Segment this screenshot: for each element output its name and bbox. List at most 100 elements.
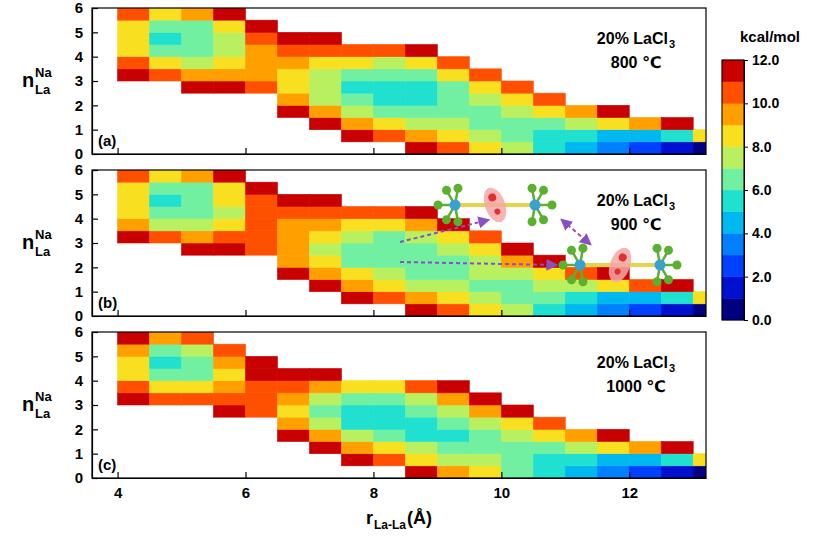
y-tick: 1 bbox=[75, 445, 98, 462]
heatmap-cell bbox=[341, 280, 373, 292]
inset-dimer bbox=[559, 244, 682, 286]
heatmap-cell bbox=[309, 442, 341, 454]
x-axis-title-sub: La-La bbox=[374, 518, 406, 532]
heatmap-cell bbox=[150, 45, 182, 57]
heatmap-cell bbox=[341, 105, 373, 117]
heatmap-cell bbox=[277, 381, 309, 393]
y-tick-mark bbox=[92, 405, 98, 406]
heatmap-cell bbox=[182, 219, 214, 231]
heatmap-cell bbox=[182, 57, 214, 69]
heatmap-cell bbox=[182, 344, 214, 356]
heatmap-cell bbox=[246, 194, 278, 206]
heatmap-cell bbox=[437, 255, 469, 267]
inset-cl bbox=[539, 215, 548, 224]
heatmap-cell bbox=[437, 405, 469, 417]
heatmap-cell bbox=[309, 369, 341, 381]
heatmap-cell bbox=[309, 105, 341, 117]
heatmap-cell bbox=[150, 170, 182, 182]
heatmap-cell bbox=[341, 292, 373, 304]
colorbar-tick: 12.0 bbox=[744, 52, 779, 68]
x-tick-label: 6 bbox=[242, 484, 250, 501]
heatmap-cell bbox=[309, 405, 341, 417]
heatmap-cell bbox=[405, 466, 437, 478]
heatmap-cell bbox=[277, 405, 309, 417]
y-tick: 4 bbox=[75, 48, 98, 65]
heatmap-cell bbox=[469, 231, 501, 243]
heatmap-cell bbox=[118, 8, 150, 20]
inset-cl bbox=[442, 186, 451, 195]
x-axis bbox=[93, 310, 707, 317]
heatmap-cell bbox=[437, 57, 469, 69]
heatmap-cell bbox=[437, 142, 469, 154]
heatmap-cell bbox=[437, 280, 469, 292]
colorbar-band bbox=[722, 82, 744, 104]
heatmap-cell bbox=[405, 381, 437, 393]
heatmap-cell bbox=[533, 466, 565, 478]
heatmap-cell bbox=[533, 105, 565, 117]
y-tick-label: 0 bbox=[75, 145, 83, 162]
heatmap-cell bbox=[533, 142, 565, 154]
heatmap-cell bbox=[469, 93, 501, 105]
heatmap-cell bbox=[182, 182, 214, 194]
heatmap-cell bbox=[309, 118, 341, 130]
colorbar-band bbox=[722, 147, 744, 169]
heatmap-cell bbox=[565, 142, 597, 154]
y-axis-title-sup: Na bbox=[35, 227, 52, 242]
heatmap-cell bbox=[661, 466, 693, 478]
y-tick-label: 1 bbox=[75, 121, 83, 138]
x-tick bbox=[373, 148, 374, 154]
heatmap-cell bbox=[373, 243, 405, 255]
heatmap-cell bbox=[246, 57, 278, 69]
y-axis-title: n bbox=[22, 231, 34, 253]
heatmap-cell bbox=[246, 393, 278, 405]
heatmap-cell bbox=[437, 429, 469, 441]
inset-cl bbox=[442, 215, 451, 224]
heatmap-cell bbox=[501, 292, 533, 304]
heatmap-cell bbox=[182, 170, 214, 182]
y-axis-title-sub: La bbox=[35, 82, 51, 97]
y-tick: 1 bbox=[75, 121, 98, 138]
y-tick-mark bbox=[92, 81, 98, 82]
heatmap-cell bbox=[437, 93, 469, 105]
heatmap-cell bbox=[214, 8, 246, 20]
heatmap-cell bbox=[246, 81, 278, 93]
heatmap-cell bbox=[150, 231, 182, 243]
heatmap-cell bbox=[182, 69, 214, 81]
heatmap-cell bbox=[118, 393, 150, 405]
heatmap-cell bbox=[214, 170, 246, 182]
heatmap-cell bbox=[565, 105, 597, 117]
heatmap-cell bbox=[565, 130, 597, 142]
inset-cl bbox=[453, 217, 462, 226]
x-tick-mark bbox=[373, 310, 374, 316]
heatmap-cell bbox=[309, 417, 341, 429]
heatmap-cell bbox=[597, 130, 629, 142]
y-axis-title-sub: La bbox=[35, 244, 51, 259]
heatmap-cell bbox=[469, 105, 501, 117]
y-tick-label: 2 bbox=[75, 259, 83, 276]
heatmap-cell bbox=[309, 429, 341, 441]
heatmap-cell bbox=[277, 369, 309, 381]
colorbar-tick-mark bbox=[744, 277, 748, 278]
heatmap-cell bbox=[246, 405, 278, 417]
x-tick-mark bbox=[501, 148, 502, 154]
heatmap-cell bbox=[501, 118, 533, 130]
heatmap-cell bbox=[214, 20, 246, 32]
heatmap-cell bbox=[437, 81, 469, 93]
y-tick-mark bbox=[92, 130, 98, 131]
heatmap-cell bbox=[501, 130, 533, 142]
heatmap-cell bbox=[373, 405, 405, 417]
y-tick: 2 bbox=[75, 97, 98, 114]
heatmap-cell bbox=[341, 118, 373, 130]
colorbar-tick: 4.0 bbox=[744, 225, 772, 241]
inset-la bbox=[530, 200, 541, 211]
heatmap-cell bbox=[405, 57, 437, 69]
heatmap-cell bbox=[118, 231, 150, 243]
heatmap-cell bbox=[629, 304, 661, 316]
colorbar-tick-label: 6.0 bbox=[752, 182, 772, 198]
heatmap-cell bbox=[629, 454, 661, 466]
heatmap-cell bbox=[341, 429, 373, 441]
x-tick bbox=[118, 148, 119, 154]
heatmap-cell bbox=[277, 231, 309, 243]
y-tick: 6 bbox=[75, 161, 98, 178]
y-tick-label: 2 bbox=[75, 97, 83, 114]
